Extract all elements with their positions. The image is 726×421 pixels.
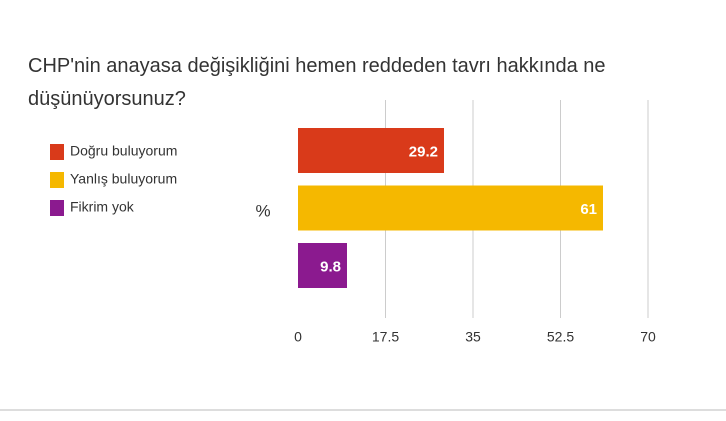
bar <box>298 128 444 173</box>
legend-swatch <box>50 144 64 160</box>
legend-label: Yanlış buluyorum <box>70 171 177 187</box>
legend-swatch <box>50 200 64 216</box>
value-label: 29.2 <box>409 143 438 160</box>
x-tick-label: 17.5 <box>372 329 399 345</box>
bar <box>298 185 603 231</box>
x-tick-label: 70 <box>640 329 656 345</box>
legend-label: Fikrim yok <box>70 199 135 215</box>
value-label: 9.8 <box>320 258 341 275</box>
x-tick-label: 35 <box>465 329 481 345</box>
bar <box>298 243 347 288</box>
chart-title: CHP'nin anayasa değişikliğini hemen redd… <box>28 55 606 110</box>
axis-label: % <box>255 201 270 220</box>
legend-label: Doğru buluyorum <box>70 143 177 159</box>
x-tick-label: 52.5 <box>547 329 574 345</box>
x-tick-label: 0 <box>294 329 302 345</box>
legend-swatch <box>50 172 64 188</box>
value-label: 61 <box>580 201 597 218</box>
